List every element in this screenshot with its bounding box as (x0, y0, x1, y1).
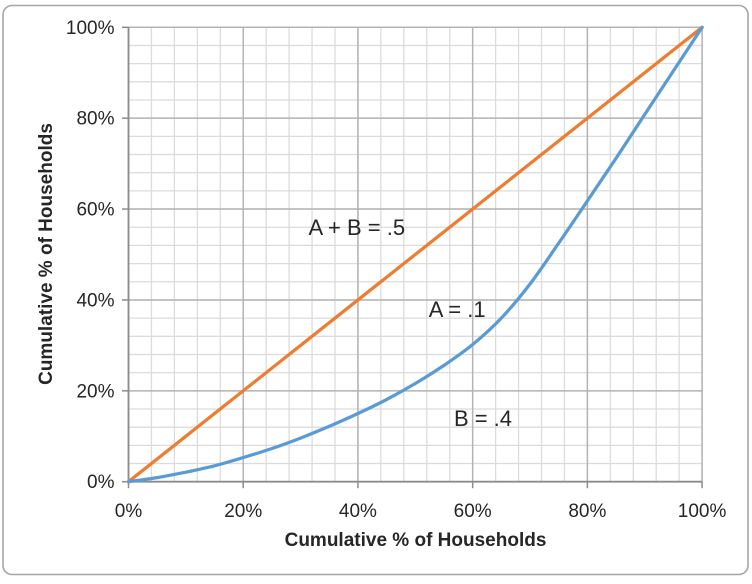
x-axis-title: Cumulative % of Households (284, 530, 547, 551)
x-tick-label: 80% (568, 501, 606, 522)
x-tick-label: 20% (224, 501, 262, 522)
y-tick-label: 60% (76, 200, 114, 221)
y-tick-label: 20% (76, 381, 114, 402)
x-tick-label: 100% (678, 501, 727, 522)
y-tick-label: 0% (87, 472, 115, 493)
y-tick-label: 100% (66, 18, 115, 39)
x-tick-label: 40% (339, 501, 377, 522)
annotation-2: B = .4 (453, 405, 513, 431)
series-lorenz-curve (126, 25, 704, 484)
x-tick-label: 60% (454, 501, 492, 522)
y-tick-label: 40% (76, 290, 114, 311)
annotation-0: A + B = .5 (308, 215, 406, 241)
series-line-of-equality (126, 25, 704, 484)
chart-border (2, 4, 749, 576)
y-tick-label: 80% (76, 109, 114, 130)
x-tick-label: 0% (115, 501, 143, 522)
y-axis-title: Cumulative % of Households (36, 123, 57, 385)
annotation-1: A = .1 (428, 297, 486, 323)
